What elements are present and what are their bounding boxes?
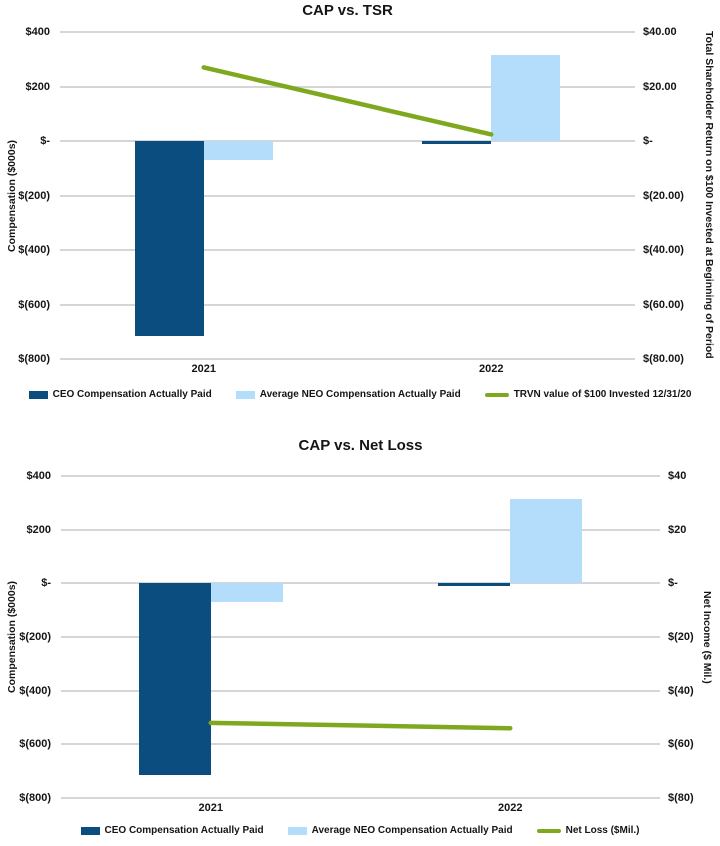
right-axis-tick-label: $(40.00)	[643, 244, 684, 256]
legend-swatch-neo-cap	[287, 826, 307, 835]
left-axis-tick-label: $-	[41, 577, 51, 590]
legend-swatch-tsr-line	[484, 392, 509, 397]
right-axis-tick-label: $(60)	[668, 738, 694, 751]
legend-swatch-net-loss-line	[536, 828, 561, 833]
right-axis-tick-label: $(20.00)	[643, 189, 684, 202]
legend-label: Average NEO Compensation Actually Paid	[259, 389, 461, 400]
gridline	[61, 636, 660, 638]
legend: CEO Compensation Actually Paid Average N…	[0, 825, 720, 836]
legend-item-tsr-line: TRVN value of $100 Invested 12/31/20	[484, 389, 692, 400]
legend-item-ceo-cap: CEO Compensation Actually Paid	[28, 389, 212, 400]
chart-title: CAP vs. TSR	[302, 2, 393, 19]
left-axis-tick-label: $(800)	[19, 792, 51, 804]
gridline	[61, 528, 660, 531]
left-axis-tick-label: $200	[25, 80, 50, 93]
legend-swatch-ceo-cap	[28, 390, 48, 399]
right-axis-tick-label: $-	[668, 577, 678, 590]
left-axis-tick-label: $-	[40, 135, 50, 147]
right-axis-tick-label: $20.00	[643, 80, 677, 93]
line-series-tsr	[201, 65, 494, 137]
legend-swatch-neo-cap	[235, 390, 255, 399]
bar-ceo-cap-2021	[138, 583, 211, 776]
left-axis-tick-label: $(600)	[18, 298, 50, 311]
gridline	[60, 140, 635, 142]
gridline	[60, 249, 635, 251]
chart-cap-vs-net-loss: CAP vs. Net Loss Compensation ($000s) Ne…	[0, 430, 720, 846]
bar-ceo-cap-2022	[422, 141, 492, 144]
legend-label: TRVN value of $100 Invested 12/31/20	[513, 389, 692, 400]
gridline	[60, 31, 635, 33]
bar-avg-neo-cap-2021	[210, 583, 283, 603]
legend: CEO Compensation Actually Paid Average N…	[0, 389, 720, 400]
x-axis-label: 2022	[498, 802, 523, 814]
bar-avg-neo-cap-2022	[510, 498, 583, 584]
right-axis-tick-label: $20	[668, 523, 687, 536]
right-axis-title: Net Income ($ Mil.)	[701, 590, 713, 684]
chart-title: CAP vs. Net Loss	[298, 437, 423, 454]
chart-cap-vs-tsr: CAP vs. TSR Compensation ($000s) Total S…	[0, 2, 720, 400]
bar-avg-neo-cap-2022	[491, 55, 561, 141]
bar-ceo-cap-2022	[438, 583, 511, 586]
right-axis-tick-label: $40	[668, 470, 687, 482]
gridline	[61, 797, 660, 799]
left-axis-tick-label: $(800)	[18, 353, 50, 365]
legend-item-net-loss-line: Net Loss ($Mil.)	[536, 825, 640, 836]
gridline	[60, 85, 635, 88]
legend-item-ceo-cap: CEO Compensation Actually Paid	[80, 825, 264, 836]
left-axis-tick-label: $200	[26, 523, 51, 536]
left-axis-tick-label: $(200)	[18, 189, 50, 202]
x-axis-label: 2021	[191, 363, 216, 375]
right-axis-tick-label: $(80)	[668, 792, 694, 804]
legend-item-neo-cap: Average NEO Compensation Actually Paid	[235, 389, 461, 400]
right-axis-tick-label: $(20)	[668, 631, 694, 643]
right-axis-tick-label: $-	[643, 135, 653, 147]
left-axis-tick-label: $400	[26, 470, 51, 482]
right-axis-tick-label: $(80.00)	[643, 353, 684, 365]
legend-label: CEO Compensation Actually Paid	[52, 389, 212, 400]
gridline	[61, 582, 660, 585]
left-axis-tick-label: $(400)	[19, 684, 51, 697]
right-axis-tick-label: $40.00	[643, 26, 677, 38]
right-axis-tick-label: $(60.00)	[643, 298, 684, 311]
x-axis-label: 2022	[479, 363, 504, 375]
legend-item-neo-cap: Average NEO Compensation Actually Paid	[287, 825, 513, 836]
line-series-net-loss	[208, 720, 513, 731]
legend-label: CEO Compensation Actually Paid	[104, 825, 264, 836]
right-axis-title: Total Shareholder Return on $100 Investe…	[703, 31, 715, 359]
gridline	[60, 358, 635, 360]
legend-label: Average NEO Compensation Actually Paid	[311, 825, 513, 836]
legend-label: Net Loss ($Mil.)	[565, 825, 640, 836]
gridline	[61, 475, 660, 477]
gridline	[61, 743, 660, 746]
gridline	[60, 303, 635, 306]
left-axis-tick-label: $(600)	[19, 738, 51, 751]
gridline	[60, 194, 635, 197]
left-axis-tick-label: $400	[25, 26, 50, 38]
left-axis-tick-label: $(200)	[19, 631, 51, 643]
bar-avg-neo-cap-2021	[203, 141, 273, 161]
gridline	[61, 689, 660, 692]
x-axis-label: 2021	[198, 802, 223, 814]
left-axis-tick-label: $(400)	[18, 244, 50, 256]
bar-ceo-cap-2021	[134, 141, 204, 336]
right-axis-tick-label: $(40)	[668, 684, 694, 697]
legend-swatch-ceo-cap	[80, 826, 100, 835]
